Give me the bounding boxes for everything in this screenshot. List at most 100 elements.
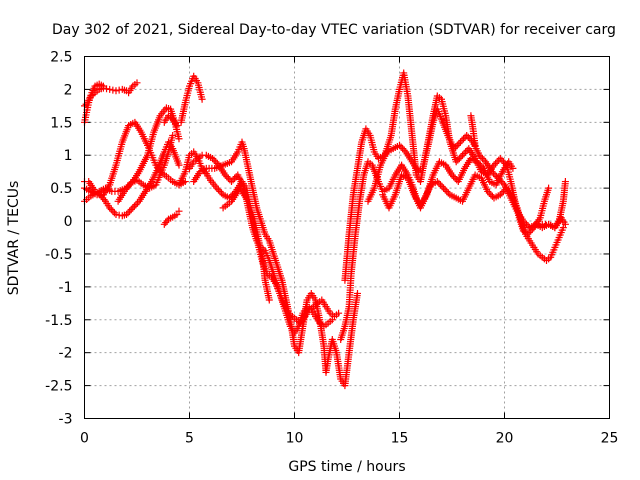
data-point bbox=[475, 151, 483, 159]
data-point bbox=[453, 141, 461, 149]
data-point bbox=[490, 161, 498, 169]
data-point bbox=[130, 202, 138, 210]
data-point bbox=[498, 189, 506, 197]
series-track-h bbox=[160, 207, 183, 228]
data-point bbox=[396, 141, 403, 149]
data-point bbox=[477, 153, 485, 161]
x-tick-label: 25 bbox=[601, 431, 619, 447]
data-point bbox=[134, 199, 142, 207]
data-point bbox=[527, 227, 535, 235]
y-tick-label: 1 bbox=[64, 148, 73, 164]
series-track-d bbox=[114, 131, 177, 205]
y-axis-title: SDTVAR / TECUs bbox=[6, 181, 22, 296]
data-point bbox=[455, 140, 463, 148]
data-point bbox=[561, 178, 569, 186]
data-point bbox=[129, 204, 137, 212]
y-tick-label: -1.5 bbox=[45, 313, 72, 329]
data-point bbox=[448, 171, 456, 179]
data-point bbox=[441, 186, 449, 194]
data-point bbox=[435, 179, 443, 187]
series-track-b bbox=[81, 118, 189, 199]
data-point bbox=[109, 207, 117, 215]
x-tick-label: 15 bbox=[391, 431, 409, 447]
data-point bbox=[444, 189, 452, 197]
x-tick-label: 5 bbox=[185, 431, 194, 447]
data-point bbox=[198, 95, 206, 103]
data-point bbox=[433, 178, 441, 186]
y-tick-label: 1.5 bbox=[50, 115, 72, 131]
y-tick-label: -0.5 bbox=[45, 247, 72, 263]
data-point bbox=[456, 138, 464, 146]
plot-frame bbox=[84, 56, 610, 419]
data-point bbox=[229, 176, 237, 184]
data-point bbox=[175, 207, 183, 215]
data-point bbox=[328, 316, 336, 324]
data-points bbox=[81, 69, 569, 390]
y-tick-labels: -3 -2.5 -2 -1.5 -1 -0.5 0 0.5 1 1.5 2 2.5 bbox=[45, 50, 72, 428]
y-tick-label: -1 bbox=[59, 280, 73, 296]
data-point bbox=[106, 85, 114, 93]
grid-lines bbox=[84, 56, 610, 419]
series-track-g bbox=[81, 80, 107, 126]
data-point bbox=[169, 131, 177, 139]
data-point bbox=[459, 151, 466, 159]
data-point bbox=[463, 131, 471, 139]
data-point bbox=[173, 122, 181, 130]
data-point bbox=[452, 158, 460, 166]
data-point bbox=[471, 141, 479, 149]
data-point bbox=[335, 309, 343, 317]
data-point bbox=[221, 171, 229, 179]
series-track-l bbox=[190, 138, 361, 390]
data-point bbox=[175, 161, 183, 169]
y-tick-label: -3 bbox=[59, 412, 73, 428]
data-point bbox=[464, 133, 472, 141]
data-point bbox=[218, 189, 226, 197]
data-point bbox=[213, 184, 221, 192]
data-point bbox=[265, 296, 273, 304]
data-point bbox=[231, 174, 239, 182]
data-point bbox=[496, 155, 504, 163]
data-point bbox=[399, 145, 407, 153]
data-point bbox=[450, 145, 458, 153]
data-point bbox=[224, 174, 232, 182]
data-point bbox=[545, 184, 553, 192]
data-point bbox=[478, 163, 486, 171]
data-point bbox=[438, 182, 446, 190]
series-track-o bbox=[341, 69, 553, 284]
y-tick-label: -2.5 bbox=[45, 379, 72, 395]
data-point bbox=[523, 220, 531, 228]
data-point bbox=[478, 155, 486, 163]
data-point bbox=[400, 146, 408, 154]
data-point bbox=[112, 87, 120, 95]
data-point bbox=[124, 209, 132, 217]
data-point bbox=[440, 184, 448, 192]
data-point bbox=[107, 206, 115, 214]
series-track-r bbox=[467, 112, 479, 149]
data-point bbox=[210, 156, 218, 164]
x-axis-title: GPS time / hours bbox=[288, 459, 405, 475]
data-point bbox=[228, 178, 235, 186]
data-point bbox=[436, 181, 444, 189]
data-point bbox=[509, 164, 517, 172]
data-point bbox=[223, 173, 231, 181]
data-point bbox=[473, 158, 481, 166]
data-point bbox=[457, 153, 465, 161]
data-point bbox=[181, 178, 189, 186]
x-tick-label: 0 bbox=[80, 431, 89, 447]
data-point bbox=[109, 86, 117, 94]
data-point bbox=[475, 159, 483, 167]
data-point bbox=[133, 79, 141, 87]
data-point bbox=[450, 173, 458, 181]
series-track-e bbox=[160, 112, 181, 130]
data-point bbox=[454, 156, 462, 164]
x-tick-label: 20 bbox=[496, 431, 514, 447]
data-point bbox=[489, 169, 497, 177]
data-point bbox=[175, 135, 183, 143]
data-point bbox=[126, 207, 134, 215]
data-point bbox=[397, 143, 405, 151]
data-point bbox=[127, 206, 135, 214]
data-point bbox=[488, 168, 496, 176]
y-tick-label: 0 bbox=[64, 214, 73, 230]
data-point bbox=[493, 158, 501, 166]
